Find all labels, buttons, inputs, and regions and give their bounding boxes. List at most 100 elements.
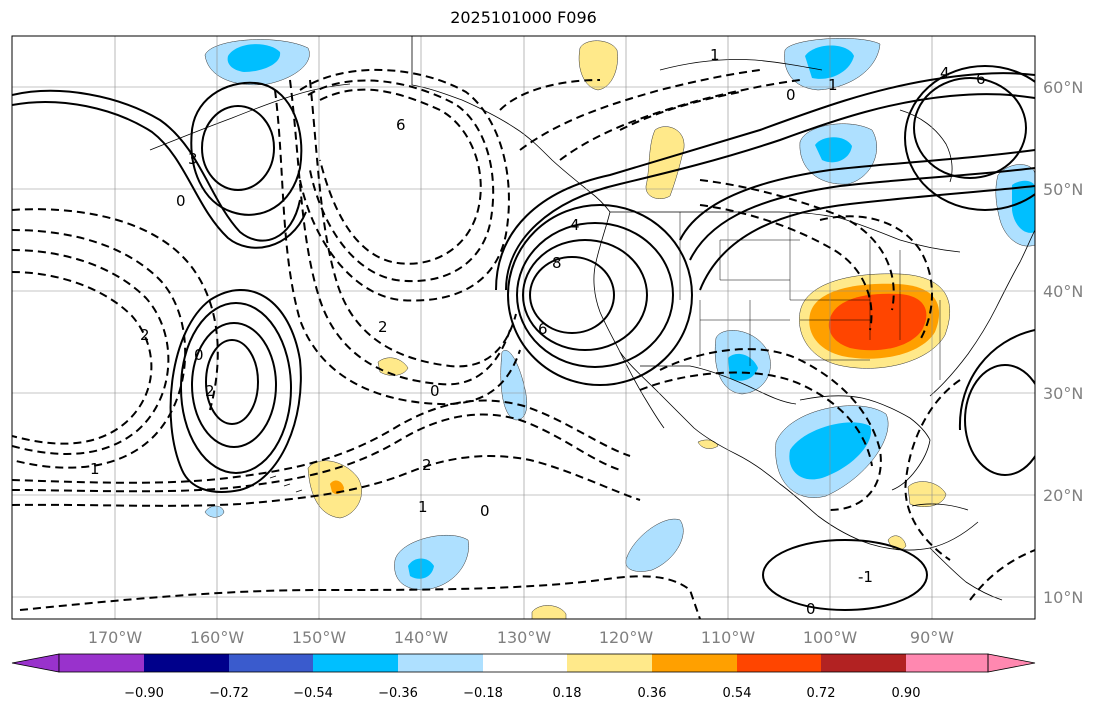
contour-label-3-aleutian: 3 bbox=[188, 150, 198, 168]
lon-tick-130w: 130°W bbox=[497, 628, 552, 647]
lon-tick-100w: 100°W bbox=[803, 628, 858, 647]
contour-label-0-pacific: 0 bbox=[430, 382, 440, 400]
lon-tick-160w: 160°W bbox=[190, 628, 245, 647]
colorbar-tick-neg036: −0.36 bbox=[378, 686, 418, 701]
lon-tick-140w: 140°W bbox=[394, 628, 449, 647]
coastline-canada-arctic bbox=[659, 59, 823, 71]
coastline-hudson-bay bbox=[899, 109, 953, 183]
contour-label-6-baja: 6 bbox=[538, 320, 548, 338]
contour-label-neg1: -1 bbox=[858, 568, 873, 586]
lat-tick-50n: 50°N bbox=[1043, 180, 1083, 199]
colorbar-tick-090: 0.90 bbox=[892, 686, 921, 701]
contour-label-1-west: 1 bbox=[90, 460, 100, 478]
warm-anomaly-south bbox=[531, 605, 567, 619]
coastline-baja bbox=[619, 351, 665, 429]
latitude-ticks: 60°N 50°N 40°N 30°N 20°N 10°N bbox=[1043, 78, 1083, 607]
contour-high-central-pacific-outer bbox=[169, 289, 302, 493]
contour-label-1-bc: 1 bbox=[710, 46, 720, 64]
colorbar-tick-018: 0.18 bbox=[553, 686, 582, 701]
coastline-east-us bbox=[929, 229, 1035, 397]
coastline-hawaii bbox=[269, 475, 303, 493]
warm-anomaly-east-pac bbox=[377, 357, 409, 376]
colorbar-segment-10 bbox=[821, 654, 906, 672]
contour-labels: 8 6 4 4 6 6 3 2 2 2 2 1 1 1 0 0 0 0 0 0 … bbox=[90, 46, 986, 618]
contour-label-0-canada: 0 bbox=[786, 86, 796, 104]
longitude-ticks: 170°W 160°W 150°W 140°W 130°W 120°W 110°… bbox=[88, 628, 954, 647]
lon-tick-150w: 150°W bbox=[292, 628, 347, 647]
solid-contours bbox=[12, 65, 1035, 611]
colorbar-max-extend bbox=[987, 653, 1036, 673]
cool-anomaly-tropical-east bbox=[625, 518, 684, 572]
contour-label-0-aleutian: 0 bbox=[176, 192, 186, 210]
contour-label-4-canada: 4 bbox=[940, 64, 950, 82]
contour-high-central-pacific-1 bbox=[205, 339, 259, 425]
lon-tick-120w: 120°W bbox=[599, 628, 654, 647]
colorbar-segment-4 bbox=[313, 654, 398, 672]
contour-label-2-subtropic: 2 bbox=[422, 456, 432, 474]
gridlines bbox=[12, 36, 1035, 619]
warm-anomaly-caribbean bbox=[907, 481, 947, 507]
lon-tick-170w: 170°W bbox=[88, 628, 143, 647]
colorbar-tick-neg090: −0.90 bbox=[124, 686, 164, 701]
colorbar-segment-2 bbox=[144, 654, 229, 672]
lat-tick-10n: 10°N bbox=[1043, 588, 1083, 607]
contour-label-4-wa: 4 bbox=[570, 216, 580, 234]
contour-high-west-coast-1 bbox=[529, 256, 615, 334]
contour-low-aleutian-1 bbox=[201, 105, 275, 191]
colorbar-min-extend bbox=[11, 653, 60, 673]
contour-label-6-canada: 6 bbox=[976, 70, 986, 88]
coastline-central-america bbox=[929, 547, 1003, 601]
colorbar-tick-054: 0.54 bbox=[723, 686, 752, 701]
lat-tick-20n: 20°N bbox=[1043, 486, 1083, 505]
lat-tick-60n: 60°N bbox=[1043, 78, 1083, 97]
contour-label-0-hawaii: 0 bbox=[194, 346, 204, 364]
colorbar-tick-neg072: −0.72 bbox=[209, 686, 249, 701]
contour-label-8: 8 bbox=[552, 254, 562, 272]
contour-high-west-coast-2 bbox=[522, 239, 648, 351]
contour-dashed-trough bbox=[289, 79, 511, 386]
contour-label-2-pacific: 2 bbox=[378, 318, 388, 336]
contour-dashed-west-pacific bbox=[12, 229, 187, 469]
colorbar: −0.90 −0.72 −0.54 −0.36 −0.18 0.18 0.36 … bbox=[11, 653, 1036, 701]
colorbar-segment-3 bbox=[229, 654, 313, 672]
colorbar-segment-6 bbox=[483, 654, 567, 672]
contour-low-south bbox=[762, 539, 928, 611]
coastline-gulf-mexico bbox=[799, 395, 931, 491]
colorbar-segment-9 bbox=[737, 654, 821, 672]
contour-label-2-hawaii-west: 2 bbox=[140, 326, 150, 344]
map-frame bbox=[11, 35, 1036, 620]
contour-label-1-subtropic: 1 bbox=[418, 498, 428, 516]
colorbar-tick-036: 0.36 bbox=[638, 686, 667, 701]
colorbar-segment-5 bbox=[398, 654, 483, 672]
colorbar-segment-8 bbox=[652, 654, 737, 672]
chart-title: 2025101000 F096 bbox=[450, 8, 597, 27]
contour-high-north-east bbox=[913, 77, 1027, 179]
contour-label-0-south: 0 bbox=[806, 600, 816, 618]
contour-dashed-north-pacific-1 bbox=[319, 88, 482, 265]
lon-tick-110w: 110°W bbox=[701, 628, 756, 647]
coastline-cuba bbox=[911, 503, 969, 511]
contour-label-2-hawaii: 2 bbox=[205, 382, 215, 400]
lat-tick-30n: 30°N bbox=[1043, 384, 1083, 403]
contour-label-6-gulf-alaska: 6 bbox=[396, 116, 406, 134]
us-mexico-border bbox=[640, 365, 797, 405]
coastline-west-north-america bbox=[593, 211, 979, 551]
contour-label-0-subtropic: 0 bbox=[480, 502, 490, 520]
lat-tick-40n: 40°N bbox=[1043, 282, 1083, 301]
colorbar-tick-neg054: −0.54 bbox=[293, 686, 333, 701]
coastline-aleutians bbox=[149, 83, 351, 151]
warm-anomaly-gulf-alaska bbox=[578, 40, 618, 91]
dashed-contours bbox=[12, 69, 1035, 619]
colorbar-tick-neg018: −0.18 bbox=[463, 686, 503, 701]
contour-ridge-north bbox=[495, 72, 1035, 291]
warm-anomaly-mexico bbox=[697, 439, 719, 449]
warm-anomaly-bc bbox=[645, 126, 685, 199]
colorbar-tick-072: 0.72 bbox=[807, 686, 836, 701]
us-state-lines bbox=[679, 212, 941, 380]
lon-tick-90w: 90°W bbox=[910, 628, 954, 647]
contour-label-1-canada: 1 bbox=[828, 76, 838, 94]
colorbar-segment-11 bbox=[906, 654, 988, 672]
contour-dashed-subtropic bbox=[12, 413, 621, 493]
colorbar-segment-1 bbox=[59, 654, 144, 672]
